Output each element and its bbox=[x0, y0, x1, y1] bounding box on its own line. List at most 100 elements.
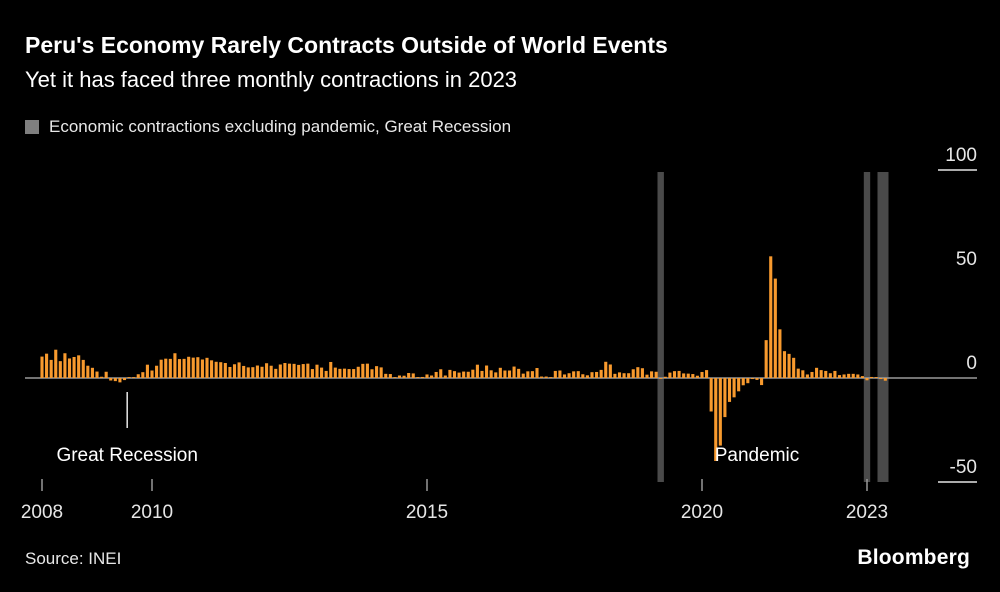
bar bbox=[287, 363, 292, 378]
bloomberg-logo: Bloomberg bbox=[857, 546, 970, 569]
bar bbox=[599, 369, 603, 378]
bar bbox=[475, 364, 479, 378]
bar bbox=[375, 366, 379, 378]
bar bbox=[581, 374, 585, 378]
bar bbox=[847, 373, 851, 378]
bar bbox=[228, 366, 232, 378]
bar bbox=[265, 363, 269, 378]
bar bbox=[352, 369, 356, 378]
bar bbox=[760, 378, 764, 386]
bar bbox=[237, 362, 241, 378]
contraction-highlight-band bbox=[882, 172, 889, 482]
bar bbox=[342, 368, 347, 378]
annotation-label: Great Recession bbox=[56, 445, 198, 466]
bar bbox=[631, 369, 635, 378]
bar bbox=[572, 371, 576, 378]
bar bbox=[430, 375, 434, 378]
y-axis-tick-label: 50 bbox=[956, 249, 977, 270]
bar bbox=[562, 374, 567, 378]
x-axis-tick-label: 2010 bbox=[131, 502, 173, 523]
bar bbox=[617, 372, 622, 378]
contraction-highlight-band bbox=[657, 172, 664, 482]
bar bbox=[141, 372, 145, 378]
bar bbox=[650, 371, 654, 378]
bar bbox=[503, 370, 507, 378]
bar bbox=[856, 374, 860, 378]
bar bbox=[159, 359, 163, 378]
bar bbox=[540, 376, 544, 378]
bar bbox=[526, 371, 530, 378]
contraction-highlight-band bbox=[877, 172, 884, 482]
bar bbox=[604, 361, 608, 378]
bar bbox=[411, 373, 415, 378]
bar bbox=[384, 373, 388, 378]
bar bbox=[72, 356, 76, 378]
bar bbox=[54, 349, 58, 378]
bar bbox=[613, 373, 617, 378]
bar bbox=[365, 363, 369, 378]
bar bbox=[595, 371, 599, 378]
bar bbox=[191, 357, 195, 378]
bar bbox=[104, 371, 108, 378]
bar bbox=[851, 373, 855, 378]
bar bbox=[558, 370, 562, 378]
bar bbox=[292, 363, 296, 378]
bar bbox=[416, 377, 420, 378]
bar bbox=[58, 361, 62, 378]
bar bbox=[315, 364, 319, 378]
bar bbox=[388, 374, 392, 378]
bar bbox=[879, 378, 883, 380]
bar bbox=[324, 370, 328, 378]
bar bbox=[136, 374, 140, 378]
bar bbox=[810, 371, 814, 378]
bar bbox=[466, 371, 470, 378]
bar bbox=[173, 353, 177, 378]
bar bbox=[297, 364, 301, 378]
x-axis-tick-label: 2023 bbox=[846, 502, 888, 523]
bar bbox=[329, 361, 333, 378]
bar bbox=[608, 364, 612, 378]
chart-subtitle: Yet it has faced three monthly contracti… bbox=[25, 67, 518, 92]
bar bbox=[723, 378, 727, 418]
bar bbox=[242, 365, 246, 378]
bar bbox=[691, 374, 695, 378]
bar bbox=[769, 256, 773, 378]
bar bbox=[471, 369, 475, 378]
bar bbox=[755, 378, 759, 380]
bar bbox=[81, 359, 85, 378]
bar bbox=[338, 368, 342, 378]
bar bbox=[714, 378, 718, 461]
bar bbox=[118, 378, 122, 383]
bar bbox=[627, 373, 631, 378]
bar bbox=[485, 365, 489, 378]
bar bbox=[155, 365, 159, 378]
x-axis-tick-label: 2015 bbox=[406, 502, 448, 523]
bar bbox=[645, 374, 649, 378]
source-label: Source: INEI bbox=[25, 549, 122, 568]
bar bbox=[283, 363, 287, 378]
bar bbox=[301, 364, 305, 378]
bar bbox=[274, 368, 278, 378]
bar bbox=[792, 357, 796, 378]
bar bbox=[63, 353, 67, 378]
bar bbox=[122, 378, 127, 381]
x-axis-tick-label: 2008 bbox=[21, 502, 63, 523]
bar bbox=[549, 377, 553, 378]
bar bbox=[90, 367, 94, 378]
bar bbox=[819, 370, 823, 378]
annotation-label: Pandemic bbox=[715, 445, 800, 466]
bar bbox=[420, 376, 424, 378]
bar bbox=[672, 371, 677, 378]
bar bbox=[682, 373, 686, 378]
bar bbox=[860, 376, 864, 378]
bar bbox=[842, 374, 846, 378]
bar bbox=[576, 371, 580, 378]
bar bbox=[544, 376, 548, 378]
bar bbox=[796, 368, 800, 378]
bar bbox=[686, 373, 690, 378]
y-axis-tick-label: 0 bbox=[966, 353, 977, 374]
bar bbox=[434, 371, 438, 378]
bar bbox=[310, 369, 314, 378]
bar bbox=[255, 365, 259, 378]
